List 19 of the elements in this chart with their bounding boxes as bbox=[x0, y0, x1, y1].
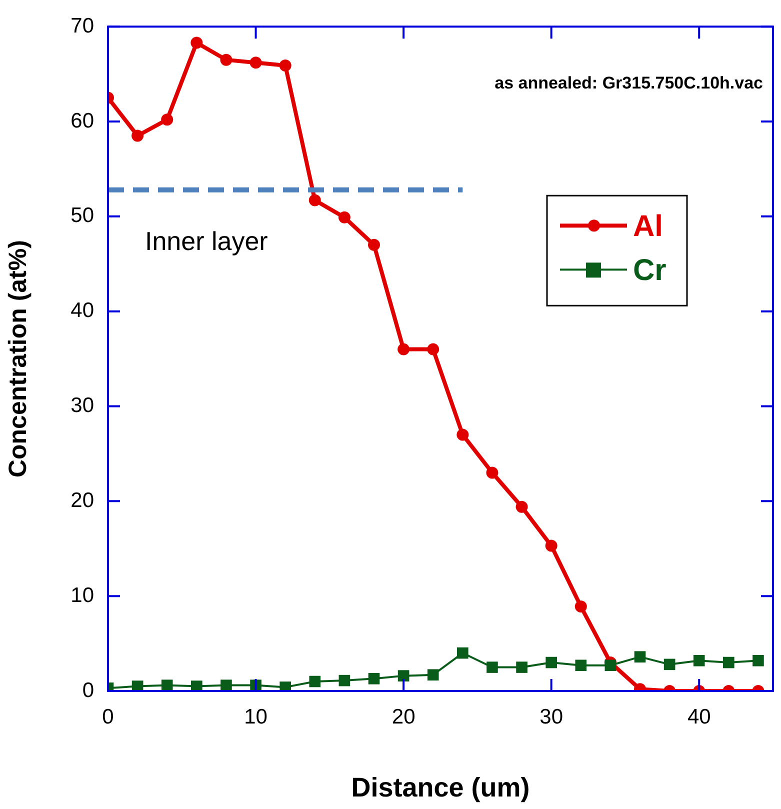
x-tick-label: 20 bbox=[392, 705, 416, 728]
y-tick-label: 60 bbox=[70, 109, 94, 132]
x-tick-label: 30 bbox=[540, 705, 564, 728]
y-tick-label: 0 bbox=[82, 678, 94, 702]
x-axis-title: Distance (um) bbox=[351, 772, 530, 802]
y-tick-label: 20 bbox=[70, 488, 94, 512]
y-tick-label: 50 bbox=[70, 204, 94, 228]
y-tick-label: 40 bbox=[70, 299, 94, 322]
annotation: as annealed: Gr315.750C.10h.vac bbox=[494, 73, 763, 92]
y-tick-label: 70 bbox=[70, 14, 94, 38]
annotation: Inner layer bbox=[145, 226, 268, 256]
y-tick-label: 10 bbox=[70, 584, 94, 607]
x-tick-label: 40 bbox=[687, 705, 711, 728]
x-tick-label: 10 bbox=[244, 705, 268, 728]
legend-label: Cr bbox=[633, 254, 667, 287]
y-axis-title: Concentration (at%) bbox=[4, 240, 32, 478]
x-tick-label: 0 bbox=[102, 705, 114, 728]
y-tick-label: 30 bbox=[70, 394, 94, 418]
legend-label: Al bbox=[633, 210, 663, 243]
